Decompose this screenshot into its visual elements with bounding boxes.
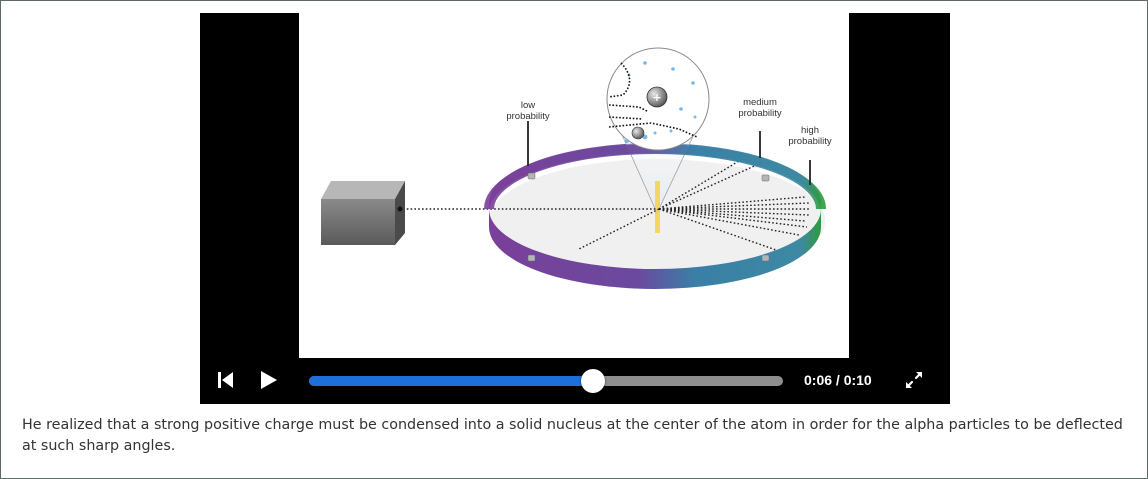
scattered-rays: [578, 160, 810, 252]
restart-button[interactable]: [212, 366, 240, 394]
fullscreen-icon: [905, 371, 923, 389]
skip-back-icon: [218, 372, 233, 388]
low-probability-label-line2: probability: [506, 111, 550, 122]
video-caption: He realized that a strong positive charg…: [22, 417, 1123, 454]
high-probability-label-line2: probability: [788, 136, 832, 147]
seek-bar[interactable]: [309, 369, 783, 393]
high-probability-label-line1: high: [801, 125, 819, 136]
detector-ring-front: [489, 209, 821, 289]
time-display: 0:06 / 0:10: [804, 372, 872, 388]
medium-probability-label-line2: probability: [738, 108, 782, 119]
video-controls: 0:06 / 0:10: [200, 358, 950, 404]
gold-foil: [655, 181, 660, 233]
play-icon: [261, 371, 277, 389]
play-button[interactable]: [254, 366, 282, 394]
seek-progress: [309, 376, 594, 386]
gold-foil-experiment-diagram: low probability medium probability high …: [321, 47, 832, 289]
low-probability-label-line1: low: [521, 100, 535, 111]
seek-handle[interactable]: [581, 369, 606, 393]
atom-magnifier: +: [606, 47, 710, 151]
fullscreen-button[interactable]: [900, 366, 928, 394]
svg-text:+: +: [652, 91, 661, 104]
video-player[interactable]: low probability medium probability high …: [200, 13, 950, 404]
video-frame: low probability medium probability high …: [299, 13, 849, 358]
alpha-source-box: [321, 181, 405, 245]
medium-probability-label-line1: medium: [743, 97, 777, 108]
